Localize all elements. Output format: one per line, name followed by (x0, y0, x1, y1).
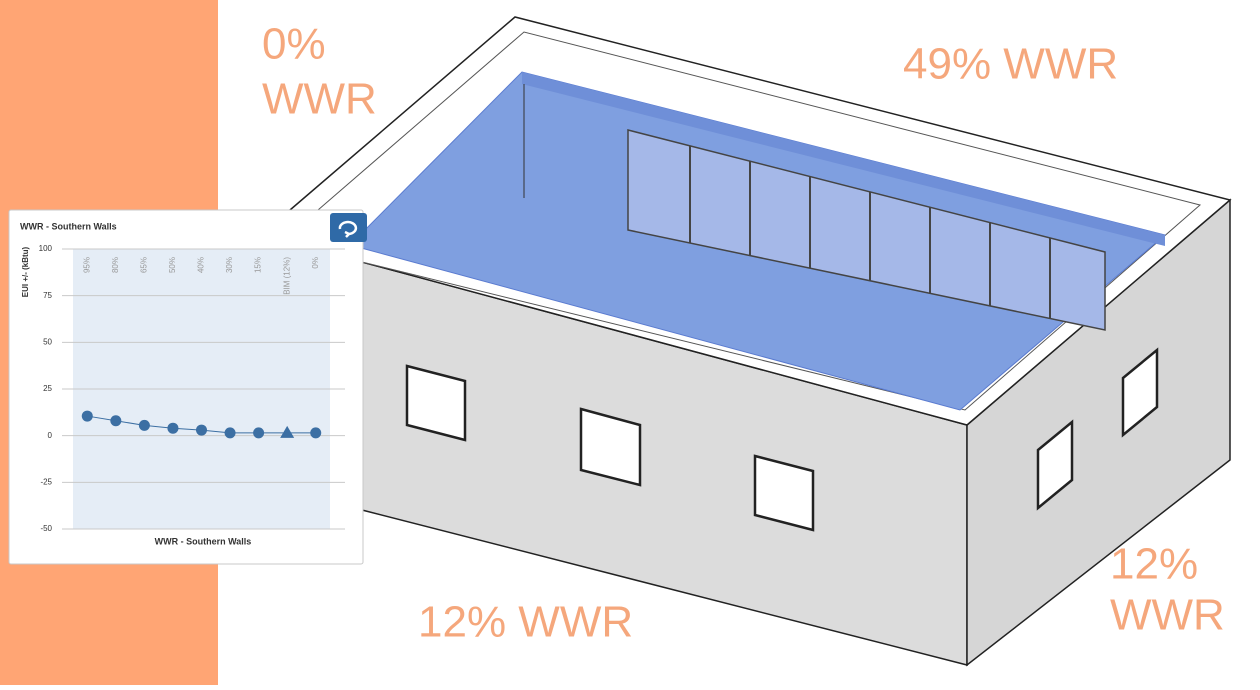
annotation: 49% WWR (903, 40, 1118, 89)
refresh-button-bg[interactable] (330, 213, 367, 242)
point (224, 427, 236, 439)
y-tick-label: 100 (39, 244, 53, 253)
refresh-button[interactable] (330, 213, 367, 242)
point (110, 415, 122, 427)
point (280, 425, 295, 438)
point (81, 410, 93, 422)
x-tick-label: 40% (197, 257, 206, 273)
annotations: 0% WWR 49% WWR 12% WWR 12% WWR (262, 20, 1225, 647)
x-tick-label: 30% (225, 257, 234, 273)
annotation: 0% (262, 20, 326, 69)
x-tick-label: 65% (139, 257, 148, 273)
y-axis-label: EUI +/- (kBtu) (21, 246, 30, 297)
x-tick-label: 0% (311, 257, 320, 269)
x-tick-label: 80% (111, 257, 120, 273)
annotation: WWR (262, 75, 377, 124)
x-tick-label: 95% (82, 257, 91, 273)
point (167, 422, 179, 434)
annotation: WWR (1110, 591, 1225, 640)
annotation: 12% WWR (418, 598, 633, 647)
y-tick-label: -25 (40, 477, 52, 486)
point (253, 427, 265, 439)
point (138, 419, 150, 431)
x-tick-label: 15% (254, 257, 263, 273)
x-axis-label: WWR - Southern Walls (155, 536, 252, 546)
x-tick-label: 50% (168, 257, 177, 273)
x-tick-label: BIM (12%) (282, 257, 291, 295)
y-tick-label: 25 (43, 384, 52, 393)
building (288, 16, 1232, 667)
y-tick-label: -50 (40, 524, 52, 533)
y-tick-label: 0 (48, 431, 53, 440)
point (310, 427, 322, 439)
y-tick-label: 75 (43, 291, 52, 300)
annotation: 12% (1110, 540, 1198, 589)
refresh-icon (338, 220, 358, 238)
y-tick-label: 50 (43, 337, 52, 346)
point (196, 424, 207, 436)
chart-title: WWR - Southern Walls (20, 221, 117, 231)
